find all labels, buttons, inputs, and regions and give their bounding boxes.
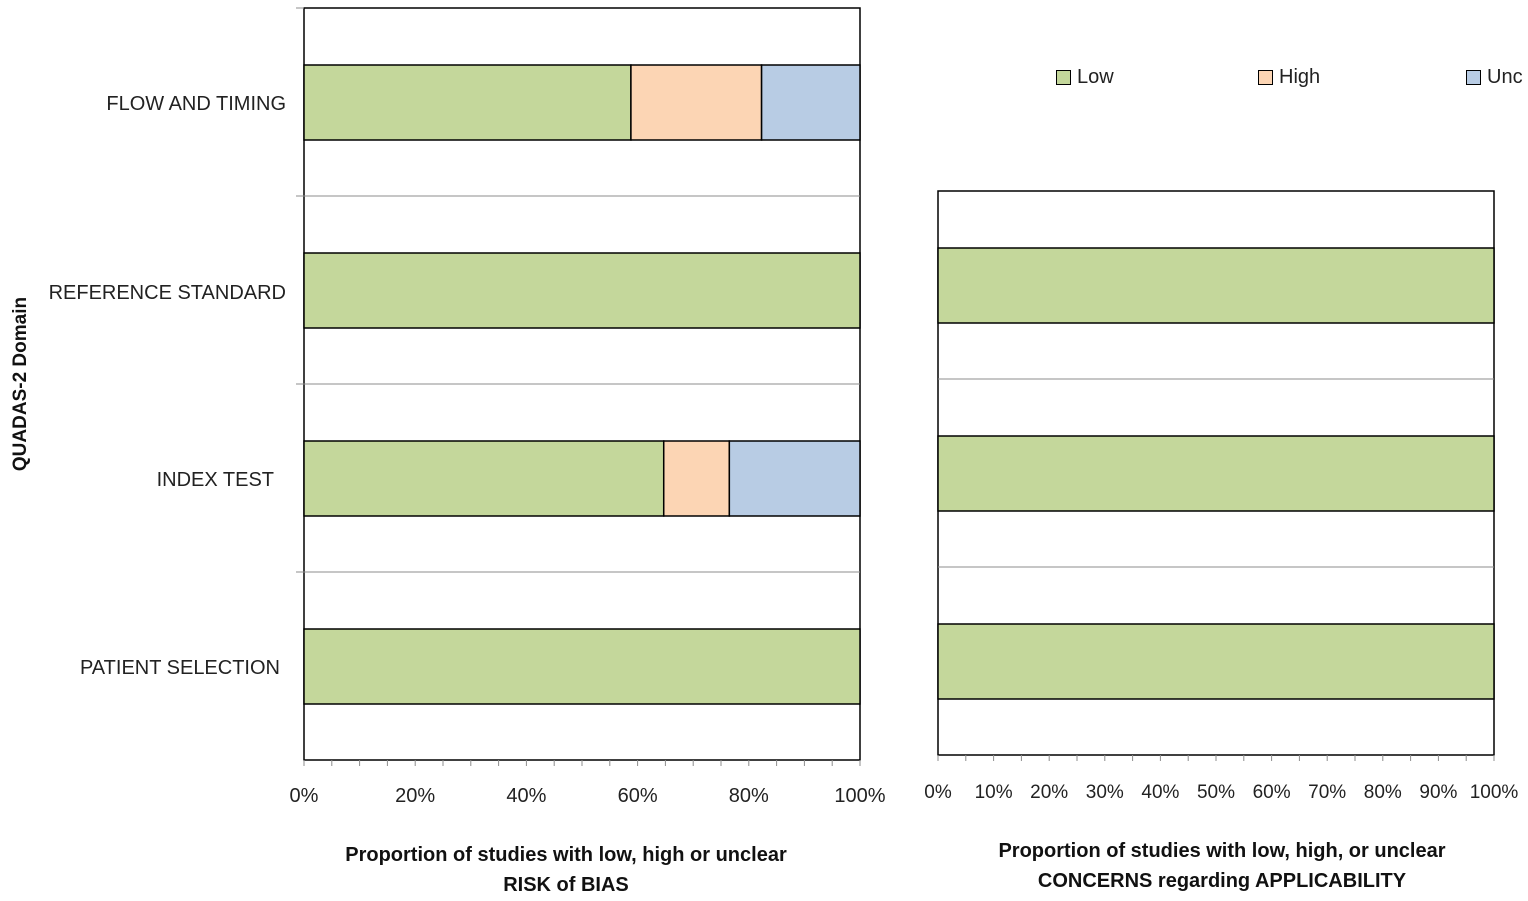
- risk-x-tick-label-40: 40%: [506, 785, 546, 807]
- risk-x-tick-label-20: 20%: [395, 785, 435, 807]
- legend-swatch-high: [1258, 70, 1273, 85]
- applicability-bar-reference-standard-low: [937, 247, 1495, 324]
- applicability-x-tick-label-20: 20%: [1030, 782, 1068, 803]
- applicability-x-tick-label-10: 10%: [975, 782, 1013, 803]
- applicability-bar-patient-selection-low: [937, 623, 1495, 700]
- risk-bar-patient-selection-low: [303, 628, 861, 705]
- category-label-reference-standard: REFERENCE STANDARD: [49, 282, 286, 304]
- applicability-x-tick-label-60: 60%: [1253, 782, 1291, 803]
- category-label-flow-and-timing: FLOW AND TIMING: [106, 93, 286, 115]
- legend-swatch-unclear: [1466, 70, 1481, 85]
- x-axis-title-applicability-line2: CONCERNS regarding APPLICABILITY: [1037, 870, 1407, 892]
- risk-x-tick-label-80: 80%: [729, 785, 769, 807]
- x-axis-title-risk: Proportion of studies with low, high or …: [260, 840, 872, 900]
- applicability-x-tick-label-100: 100%: [1470, 782, 1519, 803]
- risk-x-tick-label-60: 60%: [618, 785, 658, 807]
- x-axis-title-applicability: Proportion of studies with low, high, or…: [916, 836, 1528, 896]
- applicability-x-tick-label-70: 70%: [1308, 782, 1346, 803]
- risk-bar-index-test-low: [303, 440, 665, 517]
- applicability-x-tick-label-90: 90%: [1419, 782, 1457, 803]
- applicability-x-tick-label-50: 50%: [1197, 782, 1235, 803]
- risk-bar-flow-and-timing-unclear: [760, 64, 861, 141]
- y-axis-title: QUADAS-2 Domain: [10, 296, 31, 472]
- legend-item-unclear: Unc: [1466, 66, 1523, 89]
- x-axis-title-applicability-line1: Proportion of studies with low, high, or…: [998, 840, 1446, 862]
- legend-item-high: High: [1258, 66, 1320, 89]
- legend-label-high: High: [1279, 66, 1321, 88]
- legend-label-unclear: Unc: [1487, 66, 1523, 88]
- risk-bar-flow-and-timing-high: [630, 64, 763, 141]
- x-axis-title-risk-line2: RISK of BIAS: [503, 874, 629, 896]
- risk-bar-reference-standard-low: [303, 252, 861, 329]
- legend-item-low: Low: [1056, 66, 1114, 89]
- applicability-x-tick-label-30: 30%: [1086, 782, 1124, 803]
- category-label-index-test: INDEX TEST: [157, 469, 274, 491]
- category-label-patient-selection: PATIENT SELECTION: [80, 657, 280, 679]
- legend-label-low: Low: [1077, 66, 1114, 88]
- risk-bar-index-test-unclear: [728, 440, 861, 517]
- risk-bar-flow-and-timing-low: [303, 64, 632, 141]
- applicability-x-tick-label-0: 0%: [924, 782, 952, 803]
- applicability-x-tick-label-40: 40%: [1141, 782, 1179, 803]
- risk-x-tick-label-100: 100%: [834, 785, 885, 807]
- risk-x-tick-label-0: 0%: [290, 785, 319, 807]
- applicability-bar-index-test-low: [937, 435, 1495, 512]
- applicability-x-tick-label-80: 80%: [1364, 782, 1402, 803]
- risk-bar-index-test-high: [662, 440, 731, 517]
- x-axis-title-risk-line1: Proportion of studies with low, high or …: [345, 844, 787, 866]
- legend-swatch-low: [1056, 70, 1071, 85]
